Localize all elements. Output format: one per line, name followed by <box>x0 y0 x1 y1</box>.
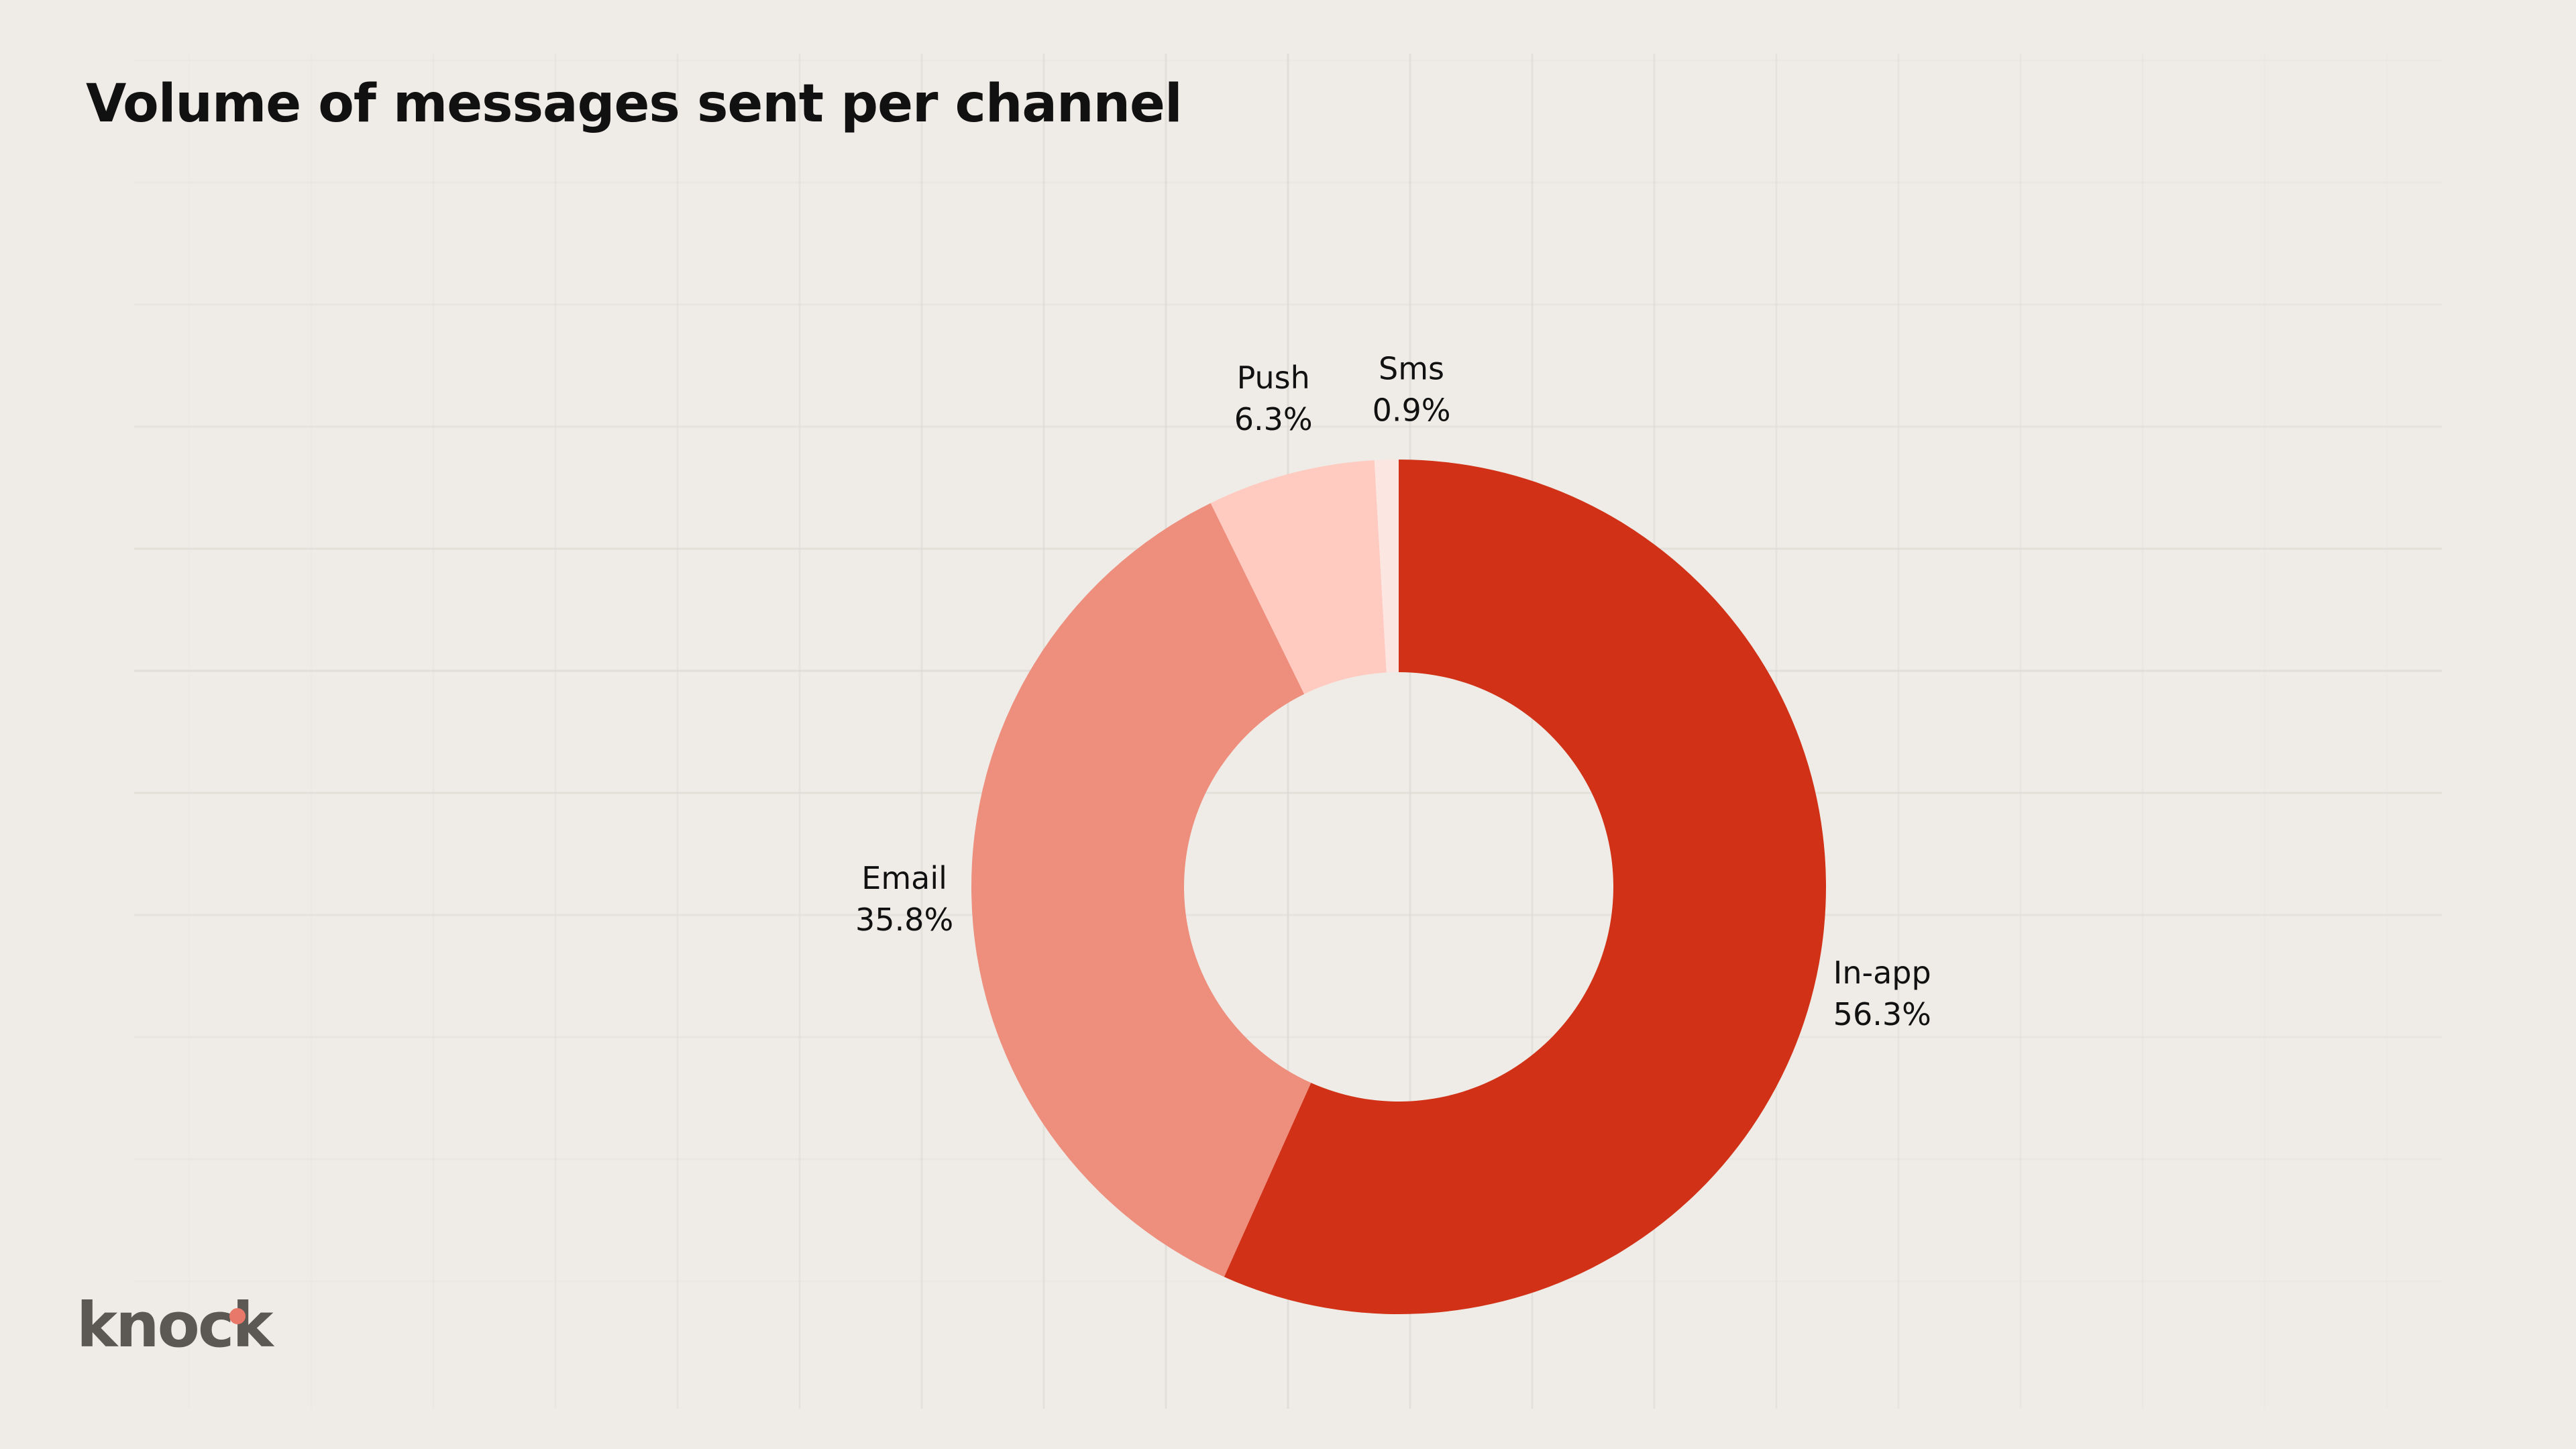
slice-value-label: 0.9% <box>1373 392 1451 428</box>
slice-push <box>1210 460 1387 694</box>
slice-value-label: 6.3% <box>1234 401 1313 437</box>
slice-sms <box>1374 460 1399 673</box>
knock-logo: knock <box>76 1295 274 1375</box>
slice-value-label: 35.8% <box>855 902 953 938</box>
logo-text: knock <box>76 1289 274 1361</box>
slice-label: In-app <box>1833 955 1931 991</box>
slice-label: Email <box>861 860 947 896</box>
slice-label: Sms <box>1379 350 1444 386</box>
slice-in-app <box>1224 460 1827 1314</box>
logo-dot-icon <box>229 1308 246 1324</box>
chart-title: Volume of messages sent per channel <box>86 74 1183 134</box>
slice-label: Push <box>1237 360 1310 396</box>
slice-value-label: 56.3% <box>1833 996 1931 1032</box>
slice-email <box>971 502 1311 1277</box>
